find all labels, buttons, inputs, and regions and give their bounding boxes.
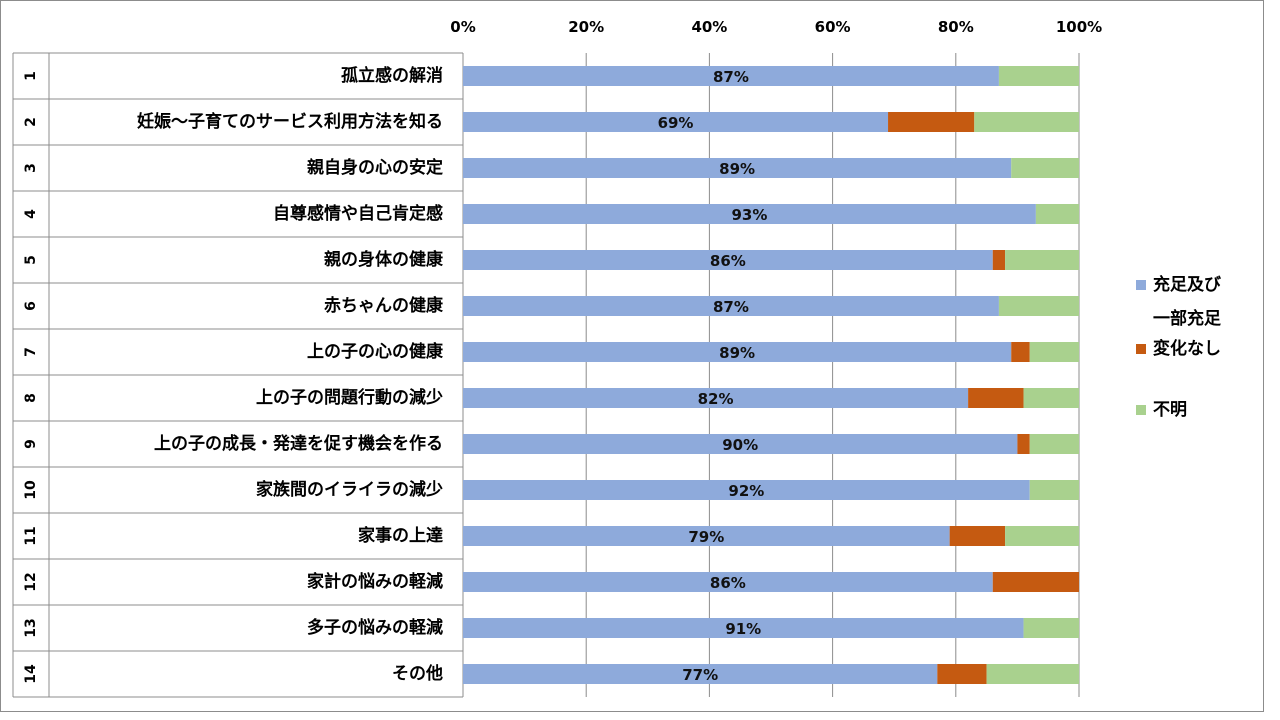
data-label: 82% (698, 390, 734, 408)
category-label: 親の身体の健康 (324, 249, 444, 270)
row-number: 5 (23, 255, 39, 265)
bar-segment-series-2 (992, 572, 1079, 592)
bar-segment-series-1 (463, 664, 938, 684)
legend-swatch (1136, 280, 1146, 290)
category-label: 赤ちゃんの健康 (324, 295, 444, 316)
row-number: 8 (23, 393, 39, 403)
category-label: 家計の悩みの軽減 (307, 571, 443, 592)
data-label: 89% (719, 344, 755, 362)
data-label: 92% (728, 482, 764, 500)
bar-segment-series-3 (998, 296, 1079, 316)
bar-segment-series-2 (992, 250, 1006, 270)
category-label: 上の子の成長・発達を促す機会を作る (154, 433, 443, 454)
data-label: 77% (682, 666, 718, 684)
bar-segment-series-2 (968, 388, 1024, 408)
bar-segment-series-3 (1029, 434, 1079, 454)
bar-segment-series-3 (1023, 618, 1079, 638)
data-label: 87% (713, 68, 749, 86)
x-tick-label: 40% (691, 18, 727, 36)
bar-segment-series-1 (463, 204, 1036, 224)
data-label: 86% (710, 574, 746, 592)
row-number: 14 (23, 664, 39, 684)
bar-segment-series-3 (1005, 526, 1079, 546)
category-label: 多子の悩みの軽減 (307, 617, 443, 638)
bar-segment-series-3 (1029, 480, 1079, 500)
x-tick-label: 100% (1056, 18, 1102, 36)
category-label: 孤立感の解消 (341, 65, 443, 86)
x-tick-label: 80% (938, 18, 974, 36)
legend-swatch (1136, 344, 1146, 354)
bar-segment-series-1 (463, 572, 993, 592)
legend-label: 変化なし (1153, 338, 1221, 359)
category-label: 家族間のイライラの減少 (256, 479, 443, 500)
chart-frame: 0% 20% 40% 60% 80% 100% 1 孤立感の解消 87% 2 妊娠～子育てのサービス… (0, 0, 1264, 712)
legend-swatch (1136, 405, 1146, 415)
bar-segment-series-1 (463, 158, 1012, 178)
bar-segment-series-1 (463, 526, 950, 546)
bar-segment-series-3 (1023, 388, 1079, 408)
row-number: 9 (23, 439, 39, 449)
category-label: 家事の上達 (358, 525, 443, 546)
data-label: 93% (731, 206, 767, 224)
x-tick-label: 20% (568, 18, 604, 36)
row-number: 1 (23, 71, 39, 81)
bar-segment-series-3 (1005, 250, 1079, 270)
data-label: 87% (713, 298, 749, 316)
data-label: 69% (658, 114, 694, 132)
bar-segment-series-1 (463, 480, 1030, 500)
x-tick-label: 0% (450, 18, 475, 36)
bar-segment-series-1 (463, 296, 999, 316)
bar-segment-series-1 (463, 434, 1018, 454)
bar-segment-series-3 (1011, 158, 1079, 178)
stacked-bar-chart: 0% 20% 40% 60% 80% 100% 1 孤立感の解消 87% 2 妊娠～子育てのサービス… (12, 18, 1221, 698)
bar-segment-series-2 (1011, 342, 1030, 362)
category-label: 自尊感情や自己肯定感 (273, 203, 443, 224)
row-number: 6 (23, 301, 39, 311)
row-number: 7 (23, 347, 39, 357)
row-number: 11 (23, 526, 39, 545)
row-number: 2 (23, 117, 39, 127)
bar-segment-series-1 (463, 618, 1024, 638)
data-label: 90% (722, 436, 758, 454)
data-label: 91% (725, 620, 761, 638)
bar-segment-series-2 (888, 112, 975, 132)
category-label: 親自身の心の安定 (307, 157, 443, 178)
data-label: 86% (710, 252, 746, 270)
legend-label: 不明 (1153, 400, 1187, 420)
bar-segment-series-1 (463, 66, 999, 86)
bar-segment-series-3 (986, 664, 1079, 684)
bar-segment-series-2 (937, 664, 987, 684)
data-label: 79% (688, 528, 724, 546)
bar-segment-series-2 (949, 526, 1006, 546)
bar-segment-series-1 (463, 388, 969, 408)
bar-segment-series-3 (974, 112, 1079, 132)
bar-segment-series-1 (463, 342, 1012, 362)
row-number: 10 (23, 480, 39, 500)
category-label: その他 (392, 663, 443, 684)
category-label: 上の子の心の健康 (307, 341, 444, 362)
bar-segment-series-3 (1029, 342, 1079, 362)
data-label: 89% (719, 160, 755, 178)
bar-segment-series-3 (998, 66, 1079, 86)
row-number: 4 (23, 209, 39, 219)
legend-label: 一部充足 (1153, 308, 1221, 329)
row-number: 13 (23, 618, 39, 637)
bar-segment-series-2 (1017, 434, 1030, 454)
bar-segment-series-1 (463, 250, 993, 270)
bar-segment-series-3 (1035, 204, 1079, 224)
row-number: 12 (23, 572, 39, 591)
category-label: 上の子の問題行動の減少 (256, 387, 443, 408)
bar-segment-series-1 (463, 112, 889, 132)
row-number: 3 (23, 163, 39, 173)
legend-label: 充足及び (1153, 274, 1221, 295)
category-label: 妊娠～子育てのサービス利用方法を知る (137, 111, 443, 132)
x-tick-label: 60% (815, 18, 851, 36)
